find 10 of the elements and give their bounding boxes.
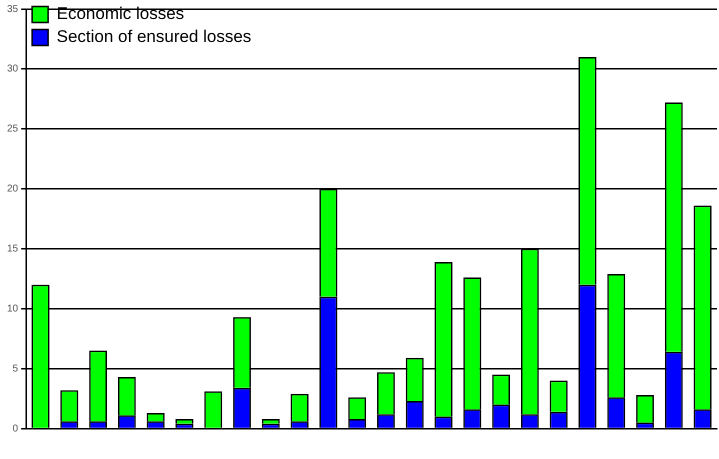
y-tick-label: 15 [7,244,19,255]
y-tick-label: 5 [12,363,19,374]
y-tick-label: 25 [7,124,19,135]
y-tick-label: 30 [7,64,19,75]
y-tick-label: 0 [12,423,19,434]
y-tick-label: 35 [7,4,19,15]
y-tick-label: 20 [7,184,19,195]
legend-label: Economic losses [56,4,184,24]
legend-label: Section of ensured losses [56,27,252,46]
y-tick-label: 10 [7,303,19,314]
